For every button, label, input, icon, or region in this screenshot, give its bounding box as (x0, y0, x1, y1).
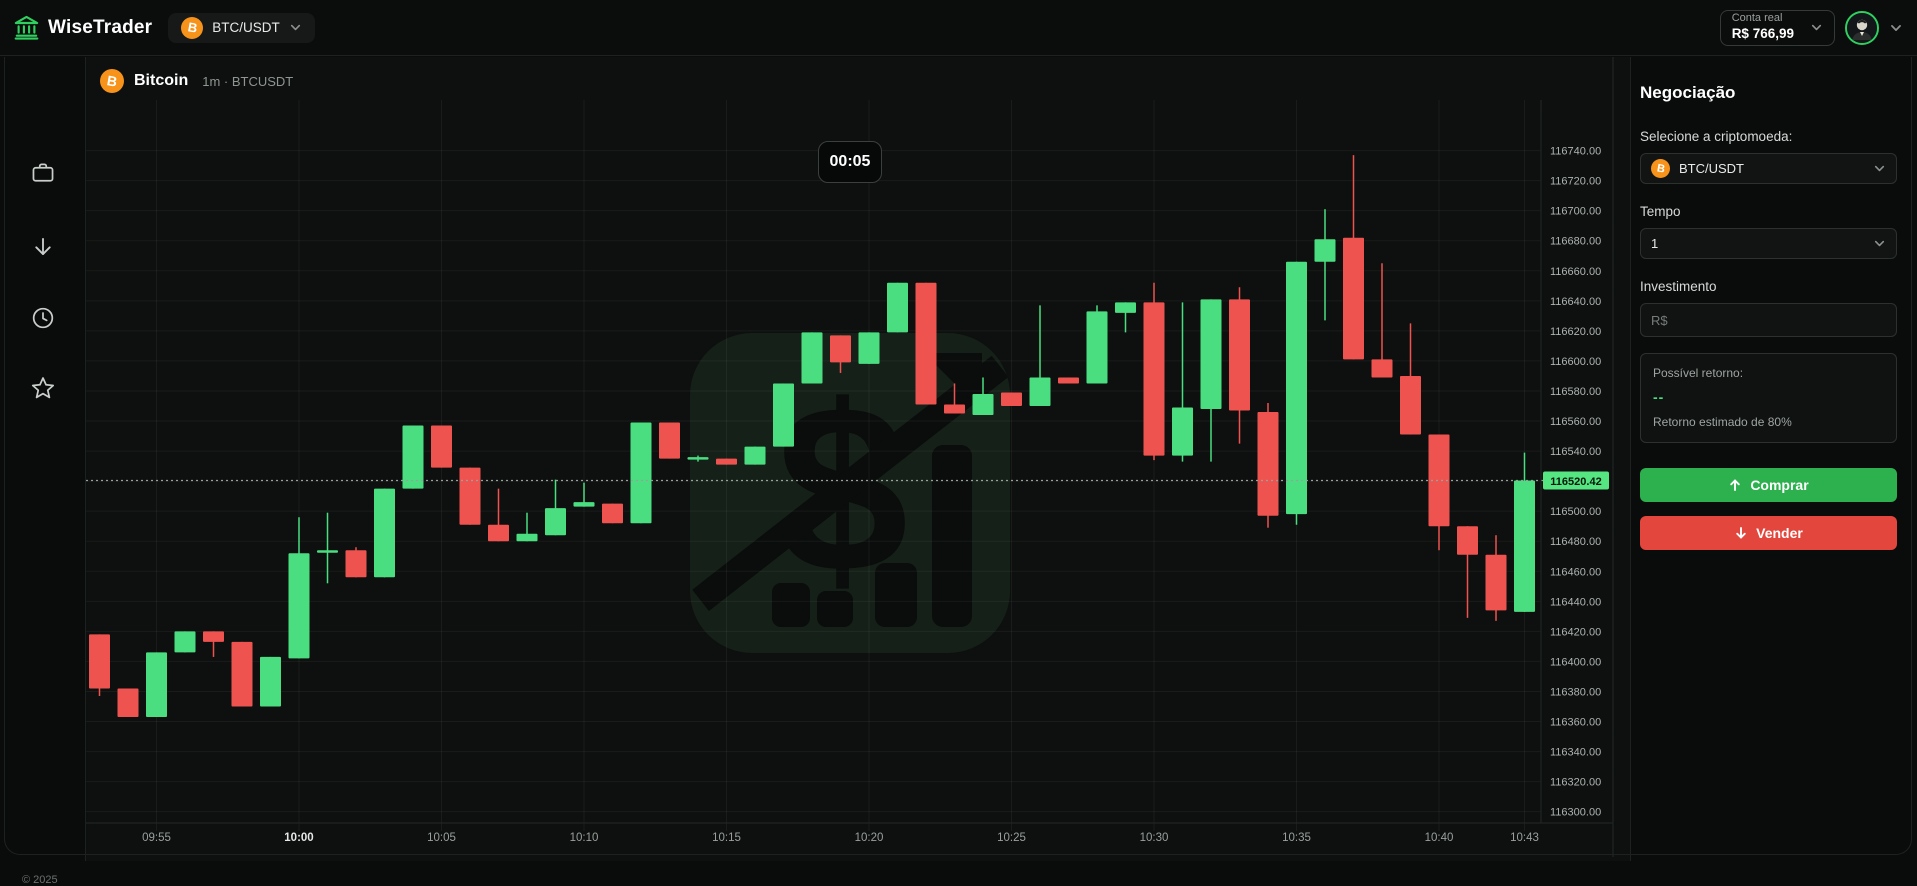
bank-logo-icon (14, 15, 39, 40)
svg-text:116380.00: 116380.00 (1550, 686, 1601, 698)
svg-text:116300.00: 116300.00 (1550, 807, 1601, 819)
user-portrait-icon (1847, 12, 1877, 43)
investment-input[interactable] (1640, 303, 1897, 337)
time-select[interactable]: 1 (1640, 228, 1897, 259)
svg-text:116560.00: 116560.00 (1550, 416, 1601, 428)
chart-header: B Bitcoin 1m · BTCUSDT (100, 63, 293, 99)
crypto-select-label: Selecione a criptomoeda: (1640, 129, 1793, 144)
svg-text:10:30: 10:30 (1140, 832, 1169, 844)
svg-text:116580.00: 116580.00 (1550, 386, 1601, 398)
svg-text:116400.00: 116400.00 (1550, 656, 1601, 668)
time-select-label: Tempo (1640, 204, 1681, 219)
return-note: Retorno estimado de 80% (1653, 415, 1792, 429)
sidebar: © 2025 (0, 57, 86, 886)
trade-panel: Negociação Selecione a criptomoeda: B BT… (1630, 57, 1917, 861)
topbar: WiseTrader B BTC/USDT Conta real R$ 766,… (0, 0, 1917, 56)
clock-icon (32, 307, 54, 329)
svg-text:116700.00: 116700.00 (1550, 206, 1601, 218)
svg-text:116340.00: 116340.00 (1550, 747, 1601, 759)
svg-text:10:15: 10:15 (712, 832, 741, 844)
arrow-up-icon (1730, 479, 1741, 491)
account-balance: R$ 766,99 (1731, 25, 1794, 41)
svg-text:116680.00: 116680.00 (1550, 236, 1601, 248)
svg-text:09:55: 09:55 (142, 832, 171, 844)
buy-button-label: Comprar (1750, 477, 1809, 493)
buy-button[interactable]: Comprar (1640, 468, 1897, 502)
svg-text:116660.00: 116660.00 (1550, 266, 1601, 278)
svg-text:116740.00: 116740.00 (1550, 146, 1601, 158)
crypto-select[interactable]: B BTC/USDT (1640, 153, 1897, 184)
svg-text:116420.00: 116420.00 (1550, 626, 1601, 638)
watermark-logo: $ (690, 333, 1010, 653)
copyright-footer: © 2025 (22, 874, 58, 886)
return-label: Possível retorno: (1653, 366, 1744, 380)
bitcoin-icon: B (181, 16, 204, 39)
svg-text:116720.00: 116720.00 (1550, 176, 1601, 188)
svg-text:10:05: 10:05 (427, 832, 456, 844)
svg-text:116640.00: 116640.00 (1550, 296, 1601, 308)
svg-text:116600.00: 116600.00 (1550, 356, 1601, 368)
svg-text:10:43: 10:43 (1510, 832, 1539, 844)
svg-text:10:25: 10:25 (997, 832, 1026, 844)
svg-text:116520.42: 116520.42 (1550, 476, 1601, 488)
svg-text:10:40: 10:40 (1425, 832, 1454, 844)
pair-selector[interactable]: B BTC/USDT (168, 12, 315, 43)
brand: WiseTrader (0, 14, 152, 41)
return-box: Possível retorno: -- Retorno estimado de… (1640, 353, 1897, 443)
bitcoin-icon: B (100, 69, 124, 93)
svg-text:116460.00: 116460.00 (1550, 566, 1601, 578)
arrow-down-icon (35, 237, 51, 255)
profile-menu-chevron-icon[interactable] (1889, 21, 1903, 35)
sidebar-item-history[interactable] (30, 305, 56, 331)
star-icon (31, 377, 55, 399)
svg-text:10:10: 10:10 (570, 832, 599, 844)
time-select-value: 1 (1651, 236, 1659, 251)
candle-countdown-timer: 00:05 (818, 141, 882, 183)
sell-button-label: Vender (1756, 525, 1803, 541)
sidebar-item-briefcase[interactable] (30, 160, 56, 186)
return-value: -- (1653, 389, 1665, 405)
svg-text:116480.00: 116480.00 (1550, 536, 1601, 548)
chart-symbol-meta: 1m · BTCUSDT (202, 73, 294, 89)
chevron-down-icon (1811, 24, 1822, 31)
arrow-down-icon (1736, 527, 1746, 539)
topbar-account-area: Conta real R$ 766,99 (1719, 9, 1917, 46)
svg-text:10:00: 10:00 (284, 832, 313, 844)
chart-asset-name: Bitcoin (134, 72, 189, 89)
investment-label: Investimento (1640, 279, 1717, 294)
svg-text:116320.00: 116320.00 (1550, 777, 1601, 789)
sidebar-item-deposits[interactable] (30, 234, 56, 260)
svg-text:116440.00: 116440.00 (1550, 596, 1601, 608)
svg-text:116500.00: 116500.00 (1550, 506, 1601, 518)
chevron-down-icon (1874, 165, 1885, 172)
svg-text:116360.00: 116360.00 (1550, 717, 1601, 729)
avatar[interactable] (1845, 10, 1879, 45)
trade-panel-title: Negociação (1640, 83, 1736, 102)
sidebar-item-favorites[interactable] (30, 375, 56, 401)
crypto-select-value: BTC/USDT (1679, 161, 1744, 176)
sell-button[interactable]: Vender (1640, 516, 1897, 550)
svg-text:10:20: 10:20 (855, 832, 884, 844)
brand-name: WiseTrader (48, 16, 153, 38)
chevron-down-icon (1874, 240, 1885, 247)
chevron-down-icon (290, 24, 300, 31)
account-selector[interactable]: Conta real R$ 766,99 (1719, 9, 1835, 46)
svg-text:10:35: 10:35 (1282, 832, 1311, 844)
chart-panel: B Bitcoin 1m · BTCUSDT $ 116740.00 116720… (86, 57, 1630, 861)
account-type-label: Conta real (1731, 12, 1783, 25)
pair-selector-label: BTC/USDT (212, 20, 280, 35)
briefcase-icon (32, 163, 54, 182)
svg-text:116620.00: 116620.00 (1550, 326, 1601, 338)
candlestick-chart[interactable]: 116740.00 116720.00 116700.00 116680.00 1166… (86, 57, 1630, 861)
svg-text:116540.00: 116540.00 (1550, 446, 1601, 458)
bitcoin-icon: B (1651, 159, 1670, 178)
